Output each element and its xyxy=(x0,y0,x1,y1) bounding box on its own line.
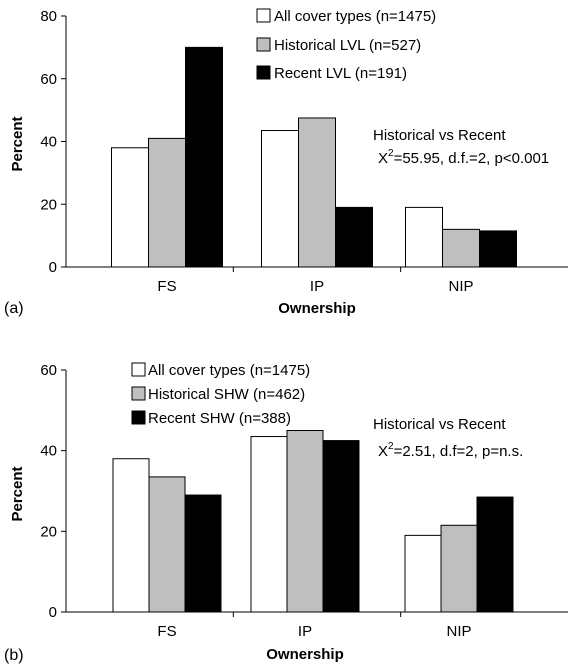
y-tick-label: 20 xyxy=(40,196,57,213)
y-tick-label: 80 xyxy=(40,8,57,25)
panel-label: (b) xyxy=(4,647,24,664)
annotation: Historical vs Recent X2=55.95, d.f.=2, p… xyxy=(373,127,549,167)
bar-fs-all-cover xyxy=(112,458,150,613)
x-tick-label-fs: FS xyxy=(157,278,176,295)
bars xyxy=(112,430,514,613)
annotation-line1: Historical vs Recent xyxy=(373,416,506,433)
bar-nip-recent xyxy=(476,496,514,613)
legend: All cover types (n=1475) Historical SHW … xyxy=(131,362,310,427)
annotation-line2: X2=55.95, d.f.=2, p<0.001 xyxy=(378,148,549,167)
y-tick-label: 60 xyxy=(40,362,57,379)
y-tick-label: 20 xyxy=(40,523,57,540)
y-axis-ticks: 0 20 40 60 xyxy=(40,362,66,621)
bar-nip-all-cover xyxy=(404,534,442,613)
y-tick-label: 0 xyxy=(49,259,57,276)
y-tick-label: 0 xyxy=(49,604,57,621)
x-tick-label-ip: IP xyxy=(310,278,324,295)
legend-label-recent: Recent LVL (n=191) xyxy=(274,65,407,82)
x-axis-title: Ownership xyxy=(278,300,356,317)
bar-nip-recent xyxy=(479,230,517,268)
bar-ip-historical xyxy=(298,117,336,268)
bar-ip-recent xyxy=(322,440,360,613)
bar-fs-all-cover xyxy=(111,147,149,268)
legend-label-all-cover: All cover types (n=1475) xyxy=(274,8,436,25)
x-tick-label-nip: NIP xyxy=(448,278,473,295)
x-tick-label-ip: IP xyxy=(298,623,312,640)
legend-swatch-recent xyxy=(131,410,146,425)
y-axis-title: Percent xyxy=(9,116,26,171)
y-axis-title: Percent xyxy=(9,466,26,521)
bar-fs-recent xyxy=(184,494,222,613)
y-tick-label: 40 xyxy=(40,134,57,151)
x-axis-title: Ownership xyxy=(266,646,344,663)
x-tick-label-fs: FS xyxy=(157,623,176,640)
legend-swatch-recent xyxy=(256,65,271,80)
y-tick-label: 60 xyxy=(40,71,57,88)
legend-swatch-all-cover xyxy=(131,362,146,377)
panel-label: (a) xyxy=(4,300,24,317)
y-tick-label: 40 xyxy=(40,443,57,460)
bar-nip-historical xyxy=(440,524,478,613)
bar-ip-all-cover xyxy=(250,436,288,613)
annotation-line2: X2=2.51, d.f=2, p=n.s. xyxy=(378,441,523,460)
legend-label-historical: Historical LVL (n=527) xyxy=(274,37,421,54)
legend-swatch-historical xyxy=(131,386,146,401)
bar-ip-all-cover xyxy=(261,130,299,268)
legend-label-historical: Historical SHW (n=462) xyxy=(148,386,305,403)
annotation: Historical vs Recent X2=2.51, d.f=2, p=n… xyxy=(373,416,523,460)
bar-fs-historical xyxy=(148,476,186,613)
annotation-line1: Historical vs Recent xyxy=(373,127,506,144)
bar-ip-historical xyxy=(286,430,324,613)
legend-swatch-historical xyxy=(256,37,271,52)
x-tick-label-nip: NIP xyxy=(446,623,471,640)
legend-swatch-all-cover xyxy=(256,8,271,23)
bars xyxy=(111,46,517,268)
legend: All cover types (n=1475) Historical LVL … xyxy=(256,8,436,82)
bar-fs-recent xyxy=(185,46,223,268)
bar-ip-recent xyxy=(335,206,373,268)
chart-panel-b: 0 20 40 60 FS IP NIP Percent Ownership (b) Al… xyxy=(4,362,568,664)
x-axis-ticks: FS IP NIP xyxy=(157,267,474,295)
legend-label-recent: Recent SHW (n=388) xyxy=(148,410,291,427)
y-axis-ticks: 0 20 40 60 80 xyxy=(40,8,66,276)
legend-label-all-cover: All cover types (n=1475) xyxy=(148,362,310,379)
bar-nip-all-cover xyxy=(405,206,443,268)
bar-fs-historical xyxy=(148,137,186,268)
bar-nip-historical xyxy=(442,228,480,268)
x-axis-ticks: FS IP NIP xyxy=(157,612,472,640)
